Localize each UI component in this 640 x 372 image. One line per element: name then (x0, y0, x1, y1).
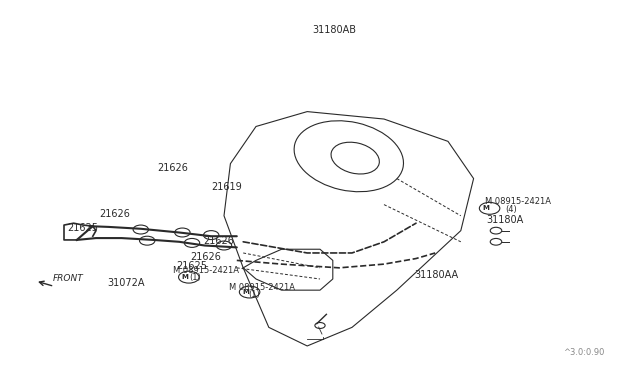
Text: 21626: 21626 (99, 209, 130, 219)
Text: (4): (4) (506, 205, 517, 214)
Text: 31180AB: 31180AB (312, 25, 356, 35)
Text: ^3.0:0.90: ^3.0:0.90 (563, 348, 605, 357)
Text: M: M (483, 205, 489, 211)
Text: 21625: 21625 (176, 261, 207, 271)
Text: M 08915-2421A: M 08915-2421A (229, 283, 295, 292)
Text: 21619: 21619 (211, 182, 242, 192)
Text: (1): (1) (189, 273, 200, 282)
Text: 31180AA: 31180AA (415, 270, 459, 280)
Text: FRONT: FRONT (52, 274, 83, 283)
Text: M 08915-2421A: M 08915-2421A (485, 198, 551, 206)
Text: M 08915-2421A: M 08915-2421A (173, 266, 239, 275)
Text: 21626: 21626 (204, 235, 234, 246)
Text: 21625: 21625 (67, 222, 98, 232)
Text: 21626: 21626 (191, 252, 221, 262)
Text: 31180A: 31180A (486, 215, 524, 225)
Text: 31072A: 31072A (108, 278, 145, 288)
Text: M: M (243, 289, 249, 295)
Text: (1): (1) (248, 291, 260, 299)
Text: M: M (182, 274, 188, 280)
Text: 21626: 21626 (157, 163, 188, 173)
